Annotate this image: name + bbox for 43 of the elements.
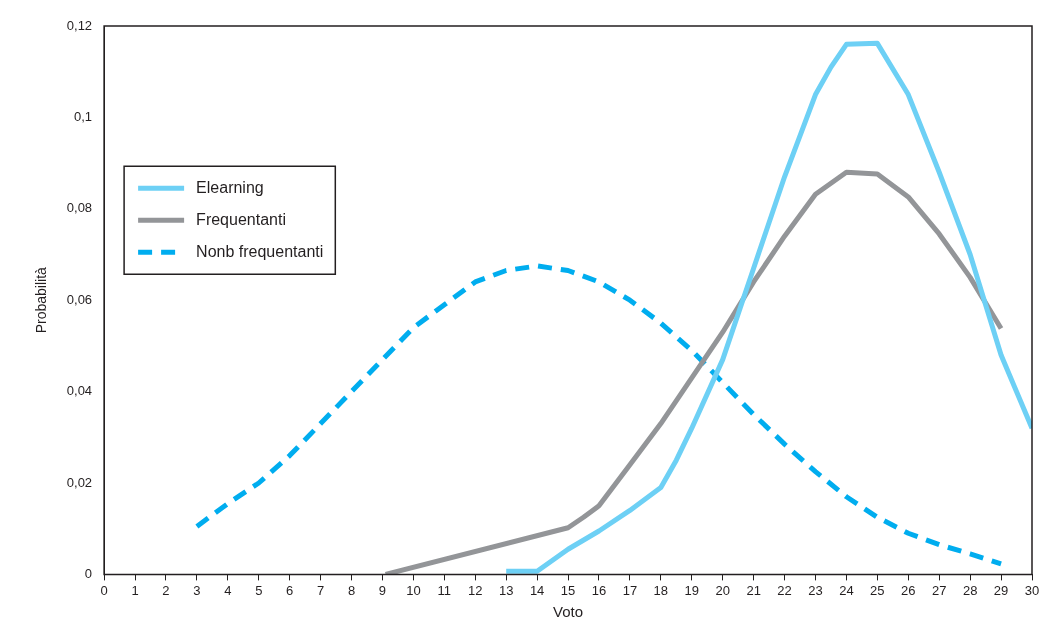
x-tick-label: 2	[162, 582, 170, 598]
x-tick-label: 10	[406, 582, 421, 598]
x-tick-label: 14	[529, 582, 545, 598]
x-tick-label: 1	[131, 582, 139, 598]
x-tick-label: 21	[746, 582, 761, 598]
y-tick-label: 0,12	[66, 17, 93, 33]
x-tick-label: 23	[808, 582, 823, 598]
x-tick-label: 7	[316, 582, 325, 598]
y-tick-label: 0	[84, 565, 93, 581]
x-tick-label: 19	[684, 582, 700, 598]
x-tick-label: 24	[839, 582, 854, 598]
x-tick-label: 8	[347, 582, 356, 598]
y-axis-title: Probabilità	[33, 266, 50, 334]
y-tick-label: 0,1	[74, 108, 93, 124]
x-axis-title: Voto	[553, 603, 584, 621]
x-tick-label: 9	[378, 582, 387, 598]
x-tick-label: 17	[622, 582, 638, 598]
x-tick-label: 0	[100, 582, 108, 598]
legend-label: Elearning	[196, 178, 264, 196]
x-tick-label: 20	[715, 582, 730, 598]
x-tick-label: 11	[437, 582, 452, 598]
x-tick-label: 13	[498, 582, 514, 598]
x-tick-label: 5	[255, 582, 263, 598]
y-tick-label: 0,02	[66, 474, 93, 490]
x-tick-label: 12	[468, 582, 483, 598]
x-tick-label: 30	[1024, 582, 1040, 598]
x-tick-label: 29	[993, 582, 1009, 598]
x-tick-label: 3	[193, 582, 201, 598]
x-tick-label: 28	[962, 582, 978, 598]
x-tick-label: 27	[931, 582, 947, 598]
y-tick-label: 0,08	[66, 200, 93, 216]
y-tick-label: 0,06	[66, 291, 93, 307]
legend-label: Nonb frequentanti	[196, 242, 324, 260]
x-tick-label: 16	[591, 582, 607, 598]
x-tick-label: 15	[560, 582, 576, 598]
x-tick-label: 25	[870, 582, 885, 598]
x-tick-label: 22	[777, 582, 792, 598]
x-tick-label: 18	[653, 582, 669, 598]
y-tick-label: 0,04	[66, 383, 93, 399]
legend-label: Frequentanti	[196, 210, 286, 228]
x-tick-label: 4	[224, 582, 232, 598]
x-tick-label: 6	[286, 582, 294, 598]
x-tick-label: 26	[901, 582, 916, 598]
